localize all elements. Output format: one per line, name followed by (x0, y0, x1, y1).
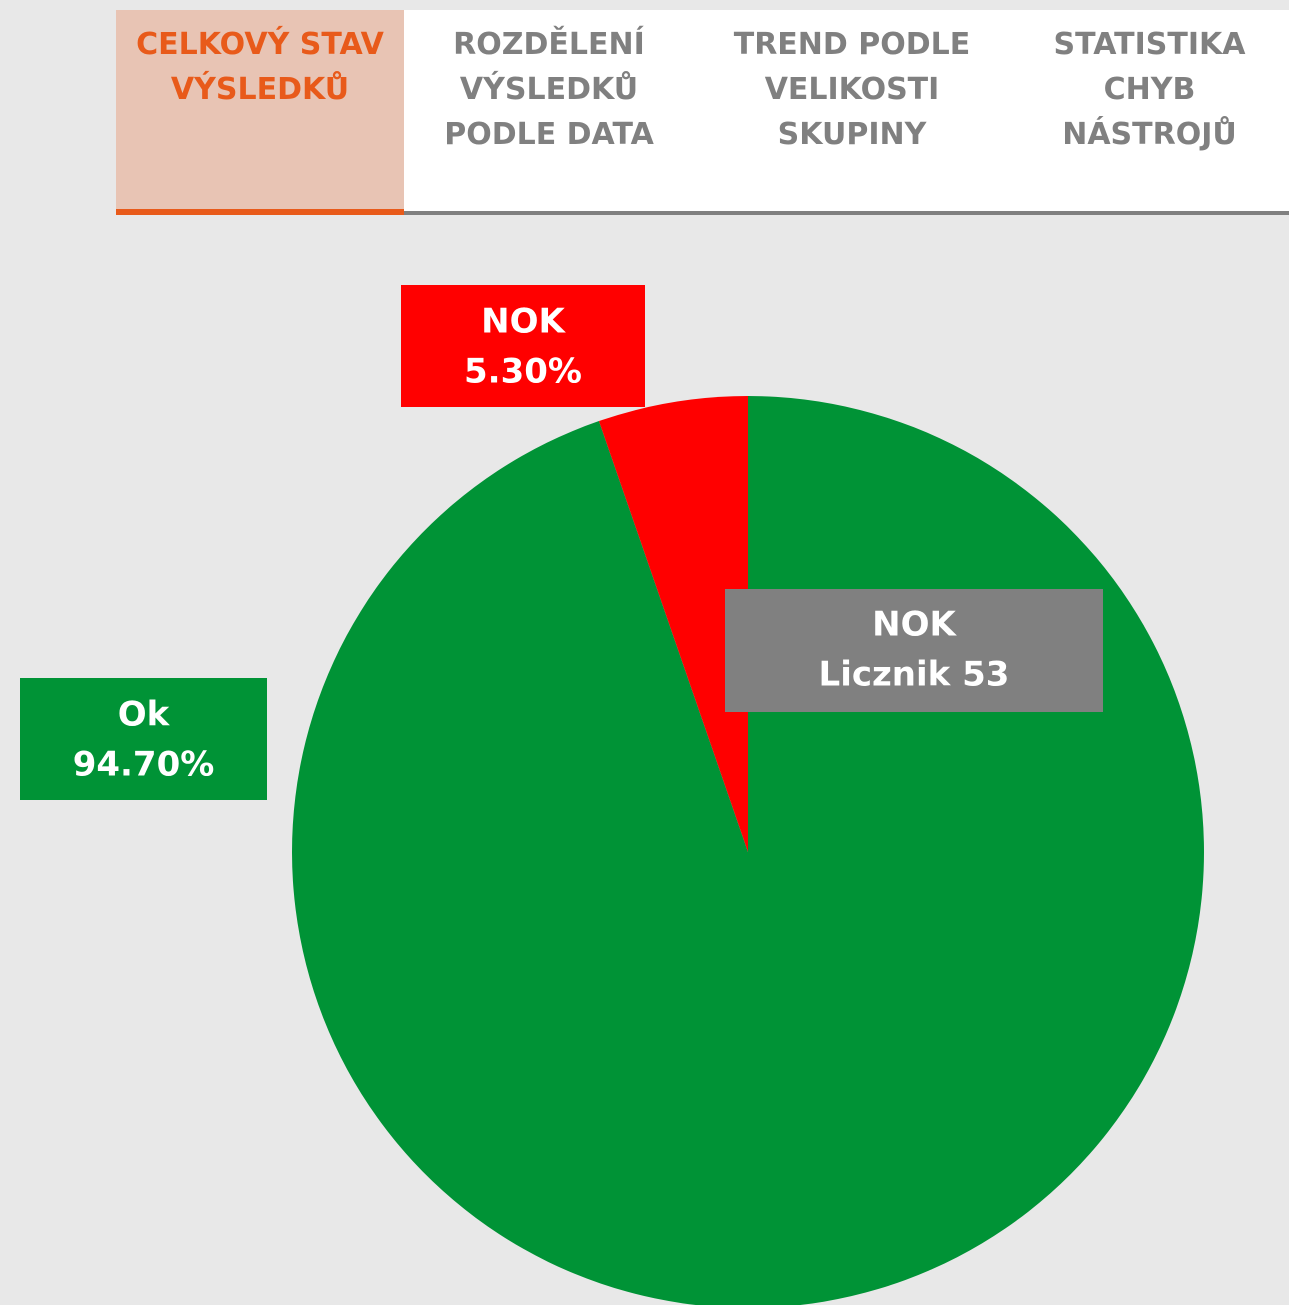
label-value: 5.30% (464, 352, 582, 392)
label-name: Ok (118, 695, 171, 735)
label-box (401, 285, 645, 407)
tooltip: NOK Licznik 53 (725, 589, 1103, 712)
data-label: Ok 94.70% (20, 678, 267, 800)
label-value: 94.70% (73, 745, 215, 785)
tab-bar: CELKOVÝ STAV VÝSLEDKŮ ROZDĚLENÍ VÝSLEDKŮ … (116, 10, 1289, 215)
tab[interactable]: ROZDĚLENÍ VÝSLEDKŮ PODLE DATA (404, 10, 694, 215)
tooltip-text: Licznik 53 (819, 655, 1010, 695)
label-name: NOK (481, 302, 566, 342)
label-box (20, 678, 267, 800)
tab[interactable]: STATISTIKA CHYB NÁSTROJŮ (1010, 10, 1289, 215)
tooltip-title: NOK (872, 605, 957, 645)
tooltip-box (725, 589, 1103, 712)
pie-slice (598, 396, 748, 852)
tab[interactable]: CELKOVÝ STAV VÝSLEDKŮ (116, 10, 404, 215)
data-label: NOK 5.30% (401, 285, 645, 407)
tab[interactable]: TREND PODLE VELIKOSTI SKUPINY (694, 10, 1010, 215)
